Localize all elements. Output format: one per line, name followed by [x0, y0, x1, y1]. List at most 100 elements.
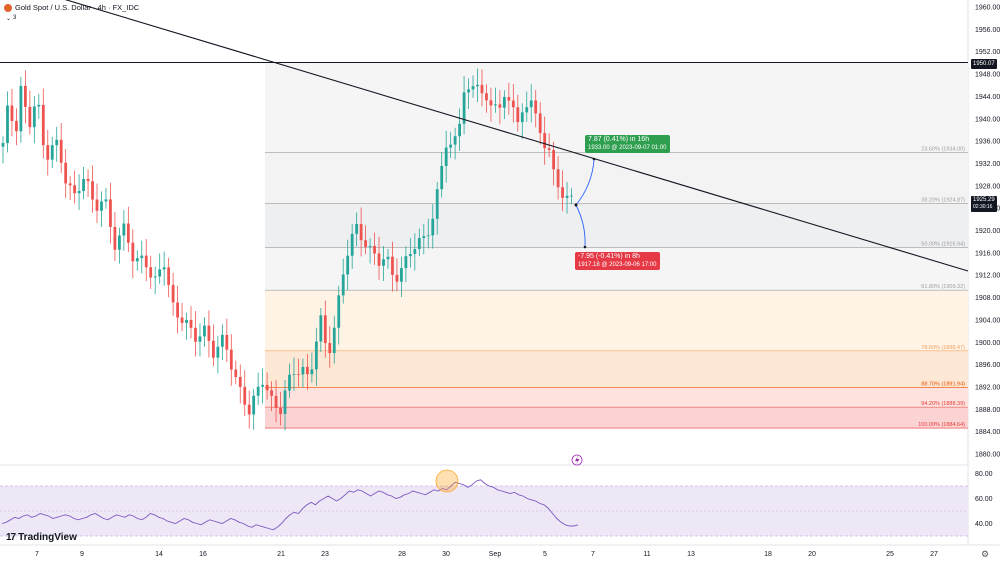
- candle-body: [306, 366, 309, 375]
- candle-body: [516, 107, 520, 123]
- price-tick-label: 1904.00: [975, 317, 1000, 324]
- candle-body: [346, 255, 350, 275]
- candle-body: [507, 97, 511, 101]
- candle-body: [238, 377, 242, 387]
- candle-body: [337, 295, 341, 328]
- candle-body: [117, 235, 121, 250]
- candle-body: [444, 147, 448, 166]
- price-tick-label: 1960.00: [975, 5, 1000, 12]
- candle-body: [82, 178, 85, 191]
- time-tick-label: 5: [543, 551, 547, 558]
- candle-body: [449, 144, 453, 148]
- candle-body: [194, 327, 197, 342]
- candle-body: [561, 187, 564, 198]
- time-tick-label: 13: [687, 551, 695, 558]
- candle-body: [265, 384, 269, 391]
- price-tick-label: 1908.00: [975, 295, 1000, 302]
- time-tick-label: 7: [35, 551, 39, 558]
- candle-body: [41, 104, 45, 146]
- price-tick-label: 1936.00: [975, 139, 1000, 146]
- time-tick-label: 21: [277, 551, 285, 558]
- price-marker-line[interactable]: 1950.07: [971, 59, 997, 69]
- candle-body: [32, 106, 36, 128]
- candle-body: [395, 274, 399, 282]
- candle-body: [126, 223, 130, 243]
- candle-body: [100, 201, 103, 211]
- candle-body: [494, 104, 497, 106]
- candle-body: [162, 267, 166, 270]
- candle-body: [538, 113, 542, 134]
- candle-body: [149, 267, 153, 278]
- price-marker-last-value: 1925.29: [973, 197, 995, 203]
- candle-body: [274, 395, 278, 408]
- candle-body: [279, 407, 282, 414]
- candle-body: [6, 105, 9, 143]
- sub-legend[interactable]: ⌄ 3: [6, 15, 16, 22]
- candle-body: [462, 92, 466, 124]
- candle-body: [113, 226, 117, 250]
- symbol-header[interactable]: Gold Spot / U.S. Dollar · 4h · FX_IDC: [4, 3, 139, 12]
- price-tick-label: 1944.00: [975, 94, 1000, 101]
- price-tick-label: 1888.00: [975, 407, 1000, 414]
- candle-body: [413, 249, 417, 255]
- time-tick-label: 20: [808, 551, 816, 558]
- candle-body: [73, 185, 77, 194]
- candle-body: [314, 341, 318, 370]
- candle-body: [341, 274, 345, 296]
- candle-body: [220, 334, 224, 347]
- candle-body: [552, 150, 556, 170]
- candle-body: [256, 386, 260, 396]
- candle-body: [68, 183, 72, 186]
- candle-body: [203, 325, 206, 337]
- gear-icon[interactable]: ⚙: [981, 549, 990, 559]
- time-tick-label: 11: [643, 551, 650, 558]
- tradingview-logo[interactable]: 17 TradingView: [6, 532, 77, 543]
- candle-body: [525, 107, 529, 113]
- candle-body: [216, 346, 220, 358]
- candle-body: [59, 139, 63, 163]
- candle-body: [55, 139, 59, 146]
- candle-body: [534, 100, 538, 114]
- price-tick-label: 1912.00: [975, 273, 1000, 280]
- candle-body: [23, 85, 27, 107]
- candle-body: [319, 315, 323, 342]
- candle-body: [15, 120, 18, 132]
- candle-body: [382, 259, 385, 266]
- price-tick-label: 1896.00: [975, 362, 1000, 369]
- candle-body: [243, 386, 247, 405]
- candle-body: [350, 233, 354, 256]
- fib-level-label-7: 100.00% (1884.64): [918, 422, 965, 428]
- time-tick-label: Sep: [489, 551, 502, 558]
- candle-body: [109, 199, 112, 227]
- fib-level-label-6: 94.20% (1888.39): [921, 401, 965, 407]
- time-tick-label: 18: [764, 551, 772, 558]
- candle-body: [440, 165, 444, 190]
- sub-legend-value: 3: [13, 15, 17, 21]
- candle-body: [355, 223, 359, 234]
- candle-body: [404, 256, 408, 269]
- candle-body: [520, 112, 524, 123]
- projection-label-up[interactable]: 7.87 (0.41%) in 16h 1933.00 @ 2023-09-07…: [585, 135, 670, 153]
- candle-body: [529, 100, 533, 108]
- time-tick-label: 23: [321, 551, 329, 558]
- candle-body: [19, 85, 23, 132]
- candle-body: [185, 319, 188, 323]
- projection-label-down[interactable]: -7.95 (-0.41%) in 8h 1917.18 @ 2023-09-0…: [575, 252, 660, 270]
- candle-body: [270, 390, 273, 396]
- trendline: [64, 0, 969, 272]
- time-tick-label: 9: [80, 551, 84, 558]
- candle-body: [332, 327, 336, 354]
- candle-body: [144, 255, 148, 268]
- fib-zone-1: [265, 152, 968, 204]
- price-marker-last[interactable]: 1925.29 02:30:16: [971, 196, 997, 212]
- candle-body: [234, 369, 238, 378]
- candle-body: [431, 218, 435, 236]
- candle-body: [91, 181, 94, 200]
- candle-body: [252, 395, 256, 415]
- candle-body: [543, 133, 547, 149]
- candle-body: [498, 104, 502, 108]
- chevron-down-icon: ⌄: [6, 16, 12, 22]
- fib-level-label-4: 78.60% (1898.47): [921, 345, 965, 351]
- fib-zone-4: [265, 290, 968, 351]
